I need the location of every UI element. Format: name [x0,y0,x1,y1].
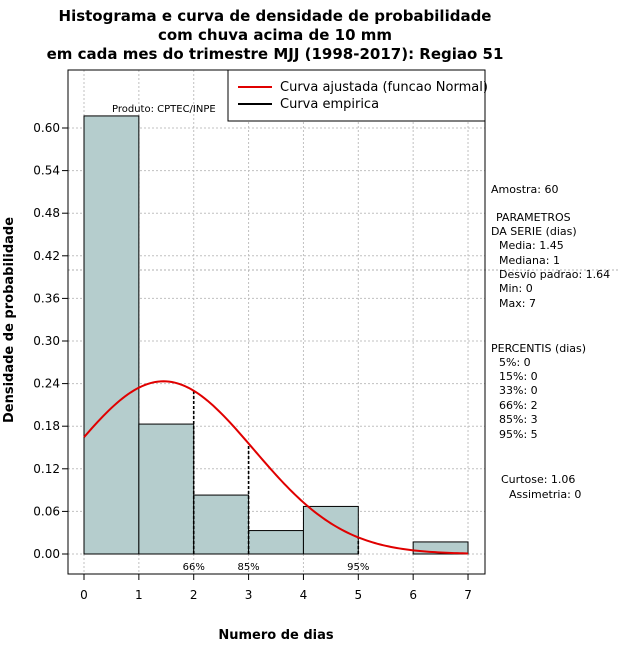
chart-title-line-3: em cada mes do trimestre MJJ (1998-2017)… [47,45,504,63]
legend-label-normal: Curva ajustada (funcao Normal) [280,80,488,95]
x-tick-label-5: 5 [354,588,362,602]
stat-mediana: Mediana: 1 [499,254,560,267]
x-tick-label-4: 4 [300,588,308,602]
stat-p15: 15%: 0 [499,370,538,383]
x-tick-label-0: 0 [80,588,88,602]
stat-min: Min: 0 [499,282,533,295]
stat-p66: 66%: 2 [499,399,538,412]
stat-assimetria: Assimetria: 0 [509,488,581,501]
x-tick-label-2: 2 [190,588,198,602]
y-tick-label-1: 0.06 [33,504,60,518]
x-tick-label-3: 3 [245,588,253,602]
x-axis-label: Numero de dias [218,628,334,643]
y-axis-label: Densidade de probabilidade [2,217,17,423]
stat-p33: 33%: 0 [499,384,538,397]
y-axis: 0.00 0.06 0.12 0.18 0.24 0.30 0.36 0.42 0.48 0.54… [33,121,68,561]
stat-p85: 85%: 3 [499,413,538,426]
stat-desvio: Desvio padrao: 1.64 [499,268,610,281]
legend-label-empirical: Curva empirica [280,97,379,112]
percentile-marker-label-0: 66% [183,562,205,573]
y-tick-label-7: 0.42 [33,249,60,263]
stat-amostra: Amostra: 60 [491,183,558,196]
chart-title-line-1: Histograma e curva de densidade de proba… [59,7,492,25]
chart-title-line-2: com chuva acima de 10 mm [158,26,392,44]
x-tick-label-6: 6 [409,588,417,602]
normal-curve-line [83,380,469,555]
percentile-markers: 66% 85% 95% [183,390,369,573]
histogram-bar-3 [248,530,304,555]
y-tick-label-9: 0.54 [33,164,60,178]
stat-p95: 95%: 5 [499,428,538,441]
x-tick-label-1: 1 [135,588,143,602]
y-tick-label-8: 0.48 [33,206,60,220]
stat-percentis-title: PERCENTIS (dias) [491,342,586,355]
stat-p5: 5%: 0 [499,356,531,369]
y-tick-label-3: 0.18 [33,419,60,433]
legend: Curva ajustada (funcao Normal) Curva emp… [227,69,488,122]
stat-media: Media: 1.45 [499,239,564,252]
y-tick-label-4: 0.24 [33,377,60,391]
histogram-bar-1 [138,423,195,555]
histogram-bar-4 [302,505,359,555]
x-axis: 0 1 2 3 4 5 6 7 [80,573,472,602]
side-panel: Amostra: 60 PARAMETROS DA SERIE (dias) M… [491,183,610,501]
y-tick-label-2: 0.12 [33,462,60,476]
stat-curtose: Curtose: 1.06 [501,473,575,486]
stat-param-title-1: PARAMETROS [496,211,571,224]
product-label: Produto: CPTEC/INPE [112,104,216,115]
histogram-bar-0 [83,115,140,555]
histogram-bars [83,115,469,555]
percentile-marker-label-2: 95% [347,562,369,573]
x-tick-label-7: 7 [464,588,472,602]
y-tick-label-10: 0.60 [33,121,60,135]
stat-param-title-2: DA SERIE (dias) [491,225,577,238]
histogram-bar-2 [193,494,250,555]
legend-box [227,69,486,122]
y-tick-label-0: 0.00 [33,547,60,561]
stat-max: Max: 7 [499,297,536,310]
percentile-marker-label-1: 85% [237,562,259,573]
y-tick-label-5: 0.30 [33,334,60,348]
y-tick-label-6: 0.36 [33,291,60,305]
